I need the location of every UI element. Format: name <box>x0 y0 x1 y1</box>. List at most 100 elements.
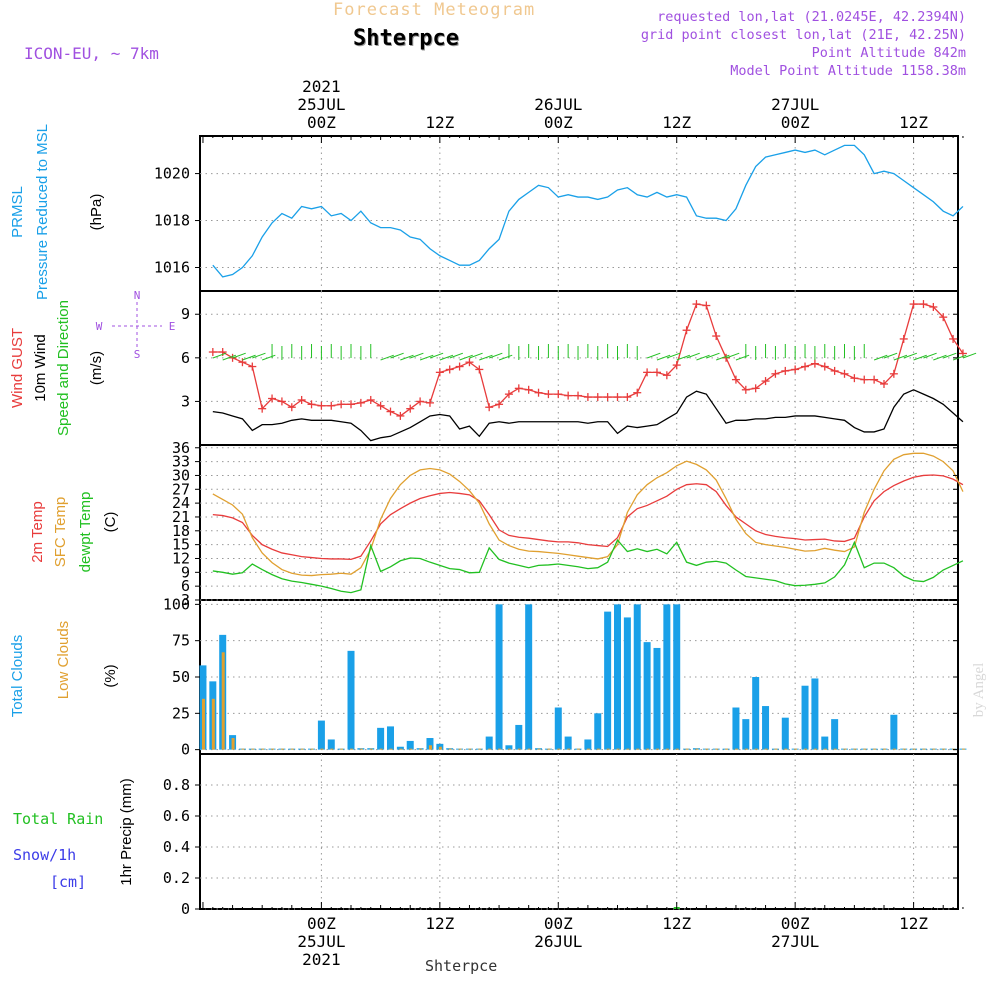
low-cloud-bar <box>369 748 373 750</box>
y-tick-label: 12 <box>172 549 190 567</box>
total-cloud-bar <box>623 617 631 750</box>
low-cloud-bar <box>290 748 294 750</box>
low-cloud-bar <box>577 748 581 750</box>
total-cloud-bar <box>653 647 661 750</box>
low-cloud-bar <box>902 748 906 750</box>
total-cloud-bar <box>505 745 513 750</box>
credit-watermark: by Angel <box>971 663 987 718</box>
low-cloud-bar <box>448 748 452 750</box>
dewpoint-label: dewpt Temp <box>77 492 94 573</box>
bottom-time-label: 26JUL <box>534 932 582 951</box>
low-cloud-bar <box>300 748 304 750</box>
total-cloud-bar <box>821 736 829 750</box>
low-cloud-bar <box>231 738 235 750</box>
low-cloud-bar <box>221 652 225 750</box>
y-tick-label: 0.2 <box>163 869 190 887</box>
low-cloud-bar <box>912 748 916 750</box>
y-tick-label: 24 <box>172 494 190 512</box>
wind-direction-arrow <box>459 354 473 361</box>
wind-direction-arrow <box>646 352 661 359</box>
wind-speed-line <box>212 389 964 442</box>
wind-direction-arrow <box>686 352 700 359</box>
total-cloud-bar <box>594 713 602 750</box>
low-cloud-bar <box>626 748 630 750</box>
y-tick-label: 100 <box>163 595 190 613</box>
low-cloud-bar <box>932 748 936 750</box>
wind-direction-arrow <box>943 352 957 359</box>
y-tick-label: 18 <box>172 522 190 540</box>
y-tick-label: 50 <box>172 668 190 686</box>
total-cloud-bar <box>614 604 622 750</box>
total-cloud-bar <box>327 739 335 750</box>
top-time-label: 12Z <box>899 113 928 132</box>
low-cloud-bar <box>517 748 521 750</box>
compass-north: N <box>134 289 141 302</box>
footer-location: Shterpce <box>425 957 498 975</box>
wind-direction-arrow <box>676 354 691 361</box>
low-cloud-bar <box>251 748 255 750</box>
wind-direction-arrow <box>489 352 503 359</box>
y-tick-label: 36 <box>172 439 190 457</box>
total-cloud-bar <box>396 746 404 750</box>
low-cloud-bar <box>665 748 669 750</box>
grid-point-coords: grid point closest lon,lat (21E, 42.25N) <box>640 27 966 43</box>
top-time-label: 00Z <box>781 113 810 132</box>
low-cloud-bar <box>340 748 344 750</box>
total-cloud-bar <box>584 739 592 750</box>
low-cloud-bar <box>359 748 363 750</box>
low-cloud-bar <box>606 748 610 750</box>
low-cloud-bar <box>201 698 205 750</box>
total-cloud-bar <box>762 706 770 750</box>
wind-direction-arrow <box>262 354 276 361</box>
y-tick-label: 33 <box>172 453 190 471</box>
total-cloud-bar <box>604 611 612 750</box>
precip-unit-label: 1hr Precip (mm) <box>118 778 135 886</box>
temp-2m-line <box>212 474 964 561</box>
y-tick-label: 0 <box>181 741 190 759</box>
low-cloud-bar <box>725 748 729 750</box>
total-cloud-bar <box>426 738 434 750</box>
low-cloud-bar <box>685 748 689 750</box>
wind-direction-arrow <box>706 352 720 359</box>
pressure-label-prmsl: PRMSL <box>9 186 26 238</box>
low-cloud-bar <box>547 748 551 750</box>
low-cloud-bar <box>428 745 432 750</box>
low-cloud-bar <box>705 748 709 750</box>
low-cloud-bar <box>734 748 738 750</box>
low-cloud-bar <box>527 748 531 750</box>
compass-south: S <box>134 348 141 361</box>
low-cloud-bar <box>478 748 482 750</box>
wind-direction-arrow <box>439 354 454 361</box>
low-cloud-bar <box>823 748 827 750</box>
total-cloud-bar <box>781 717 789 750</box>
wind-direction-arrow <box>666 352 681 359</box>
wind-direction-arrow <box>232 352 246 359</box>
bottom-time-label: 12Z <box>899 914 928 933</box>
bottom-time-label: 2021 <box>302 950 341 969</box>
bottom-time-label: 00Z <box>544 914 573 933</box>
top-time-label: 00Z <box>307 113 336 132</box>
wind-direction-arrow <box>725 352 740 359</box>
wind-direction-arrow <box>380 354 394 361</box>
top-time-label: 26JUL <box>534 95 582 114</box>
low-clouds-label: Low Clouds <box>55 621 72 699</box>
low-cloud-bar <box>646 748 650 750</box>
low-cloud-bar <box>488 748 492 750</box>
clouds-unit-label: (%) <box>102 664 119 687</box>
total-cloud-bar <box>347 650 355 750</box>
total-cloud-bar <box>633 604 641 750</box>
y-tick-label: 1016 <box>154 259 190 277</box>
low-cloud-bar <box>863 748 867 750</box>
model-altitude: Model Point Altitude 1158.38m <box>730 63 966 79</box>
low-cloud-bar <box>833 748 837 750</box>
low-cloud-bar <box>961 748 965 750</box>
low-cloud-bar <box>675 748 679 750</box>
top-time-label: 2021 <box>302 77 341 96</box>
low-cloud-bar <box>695 748 699 750</box>
low-cloud-bar <box>280 748 284 750</box>
low-cloud-bar <box>211 698 215 750</box>
temp-sfc-label: SFC Temp <box>52 497 69 568</box>
low-cloud-bar <box>310 748 314 750</box>
total-cloud-bar <box>643 642 651 750</box>
low-cloud-bar <box>261 748 265 750</box>
